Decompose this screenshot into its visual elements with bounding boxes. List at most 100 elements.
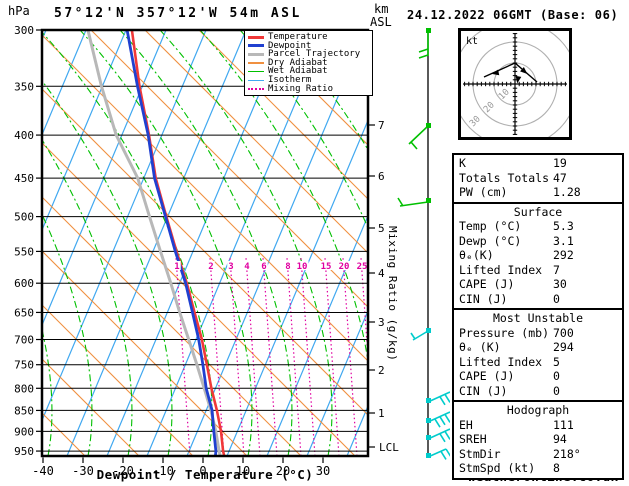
stat-row: θₑ(K) 292 [454,248,622,263]
pressure-tick: 350 [14,80,34,93]
valid-time: 24.12.2022 06GMT (Base: 06) [407,8,619,22]
stat-label: Dewp (°C) [459,233,522,248]
stat-label: CAPE (J) [459,369,515,383]
skewt-diagram: 1 2 3 4 6 8 10 15 20 2530035040045050055060065070… [14,24,450,478]
pressure-tick: 950 [14,445,34,458]
legend-item: Dewpoint [248,41,372,51]
mixing-ratio-tick: 10 [297,262,308,272]
legend-swatch [248,62,264,64]
stat-row: SREH 94 [454,432,622,447]
stats-box-hodograph: Hodograph EH 111 SREH 94 StmDir 218° StmSpd (kt… [452,400,624,480]
mixing-ratio-tick: 1 [174,262,179,272]
km-tick: 4 [378,267,385,280]
legend-label: Isotherm [268,74,312,85]
pressure-tick: 650 [14,306,34,319]
wind-barb [408,123,431,150]
stat-label: CAPE (J) [459,277,515,291]
km-axis-unit: km [374,2,389,16]
stat-row: CAPE (J) 30 [454,277,622,292]
legend-swatch [248,79,264,82]
dewpoint-trace [125,30,218,456]
km-tick: 1 [378,407,385,420]
temperature-tick: -30 [72,464,94,478]
mixing-ratio-tick: 25 [357,262,368,272]
legend-label: Mixing Ratio [268,83,334,94]
stats-box-surface: Surface Temp (°C) 5.3 Dewp (°C) 3.1 θₑ(K) 292 L… [452,201,624,310]
stat-row: PW (cm) 1.28 [454,185,622,200]
stat-value: 0 [553,291,560,306]
stats-box-title: Most Unstable [492,311,583,325]
legend: Temperature Dewpoint Parcel Trajectory Dry … [244,30,373,97]
stat-label: Temp (°C) [459,219,522,233]
stats-box-title: Hodograph [506,403,570,417]
pressure-tick: 450 [14,172,34,185]
pressure-tick: 550 [14,245,34,258]
pressure-tick: 900 [14,425,34,438]
mixing-ratio-axis-label: Mixing Ratio (g/kg) [386,226,399,362]
x-axis-label: Dewpoint / Temperature (°C) [96,467,314,482]
stat-label: Pressure (mb) [459,325,550,340]
km-tick: 3 [378,316,385,329]
stat-value: 7 [553,262,560,277]
km-tick: 7 [378,119,385,132]
stat-value: 111 [553,417,574,432]
wind-barb [397,197,431,207]
pressure-tick: 850 [14,404,34,417]
stat-value: 218° [553,446,581,461]
stat-label: Lifted Index [459,354,543,369]
stat-label: CIN (J) [459,383,508,398]
stat-value: 5.3 [553,219,574,233]
stat-value: 8 [553,461,560,475]
legend-item: Dry Adiabat [248,58,372,68]
stat-label: Totals Totals [459,170,550,185]
stat-row: StmSpd (kt) 8 [454,461,622,476]
stat-value: 19 [553,156,567,170]
stat-row: CIN (J) 0 [454,384,622,399]
stat-row: Totals Totals 47 [454,171,622,186]
stat-value: 3.1 [553,233,574,248]
stat-value: 292 [553,248,574,262]
stat-label: EH [459,417,473,432]
legend-label: Wet Adiabat [268,66,328,77]
pressure-tick: 700 [14,334,34,347]
legend-item: Mixing Ratio [248,83,372,94]
hodograph-unit: kt [466,36,478,47]
legend-swatch [248,52,264,56]
temperature-tick: 10 [236,464,250,478]
wind-barb [410,328,431,341]
legend-label: Parcel Trajectory [268,49,361,60]
station-title: 57°12'N 357°12'W 54m ASL [54,6,302,21]
hodograph-arrow [515,75,522,84]
stat-row: K 19 [454,156,622,171]
hodograph-arrow [520,67,528,74]
mixing-ratio-tick: 3 [228,262,233,272]
temperature-tick: 0 [199,464,206,478]
temperature-tick: -40 [32,464,54,478]
legend-swatch [248,87,264,90]
mixing-ratio-tick: 2 [208,262,213,272]
mixing-ratio-tick: 4 [244,262,250,272]
stat-label: StmSpd (kt) [459,461,536,475]
km-tick: 2 [378,364,385,377]
mixing-ratio-tick: 20 [339,262,350,272]
stat-row: EH 111 [454,418,622,433]
wind-barb [426,448,450,460]
stat-value: 30 [553,277,567,291]
stat-value: 0 [553,383,560,398]
stat-value: 700 [553,325,574,340]
mixing-ratio-tick: 6 [261,262,266,272]
stats-box-indices: K 19 Totals Totals 47 PW (cm) 1.28 [452,153,624,204]
pressure-tick: 300 [14,24,34,37]
stat-row: Pressure (mb) 700 [454,326,622,341]
stat-value: 5 [553,354,560,369]
lcl-label: LCL [379,441,399,454]
legend-item: Parcel Trajectory [248,50,372,59]
legend-item: Temperature [248,33,372,42]
wind-barb [426,391,450,406]
stat-label: PW (cm) [459,185,508,199]
pressure-axis-unit: hPa [8,4,30,18]
temperature-tick: 30 [316,464,330,478]
legend-swatch [248,44,264,48]
legend-label: Temperature [268,32,328,42]
